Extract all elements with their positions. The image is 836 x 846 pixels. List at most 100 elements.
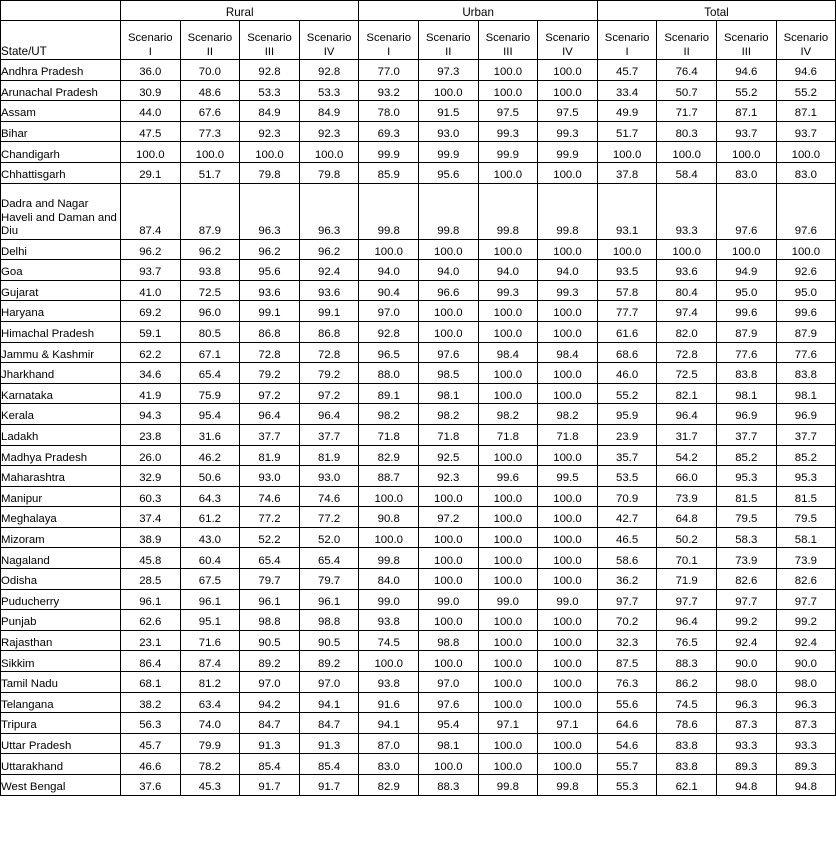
state-name-cell: Haryana (0, 300, 121, 322)
value-cell: 99.5 (537, 465, 598, 487)
value-cell: 100.0 (477, 382, 539, 405)
value-cell: 78.6 (656, 712, 717, 734)
value-cell: 99.0 (358, 588, 419, 611)
value-cell: 100.0 (715, 238, 777, 261)
scenario-word: Scenario (426, 32, 471, 45)
value-cell: 91.6 (358, 691, 419, 714)
value-cell: 99.6 (477, 465, 539, 487)
value-cell: 82.6 (715, 568, 777, 590)
value-cell: 96.1 (298, 588, 360, 611)
value-cell: 99.8 (418, 182, 479, 240)
value-cell: 99.8 (477, 182, 539, 240)
value-cell: 92.5 (418, 444, 479, 467)
value-cell: 33.4 (596, 79, 658, 102)
value-cell: 54.2 (656, 444, 717, 467)
value-cell: 98.0 (715, 671, 777, 693)
value-cell: 92.4 (715, 629, 777, 652)
value-cell: 100.0 (477, 650, 539, 673)
value-cell: 88.3 (656, 650, 717, 673)
value-cell: 87.9 (715, 320, 777, 343)
value-cell: 96.1 (179, 588, 241, 611)
value-cell: 97.2 (239, 382, 300, 405)
scenario-word: Scenario (366, 32, 411, 45)
scenario-numeral: IV (800, 45, 812, 58)
value-cell: 83.0 (358, 753, 419, 775)
value-cell: 100.0 (239, 141, 300, 163)
value-cell: 99.6 (715, 300, 777, 322)
state-name-cell: Manipur (0, 485, 121, 508)
table-row: Goa 93.7 93.8 95.6 92.4 94.0 94.0 94.0 94.0 93.5 9… (0, 259, 836, 281)
value-cell: 100.0 (656, 141, 717, 163)
value-cell: 83.0 (775, 161, 836, 184)
value-cell: 87.5 (596, 650, 658, 673)
value-cell: 99.0 (537, 588, 598, 611)
value-cell: 64.3 (179, 485, 241, 508)
value-cell: 100.0 (596, 238, 658, 261)
value-cell: 74.0 (179, 712, 241, 734)
value-cell: 99.0 (418, 588, 479, 611)
value-cell: 100.0 (537, 753, 598, 775)
value-cell: 46.0 (596, 362, 658, 384)
value-cell: 96.4 (239, 403, 300, 425)
value-cell: 98.4 (477, 341, 539, 364)
value-cell: 88.7 (358, 465, 419, 487)
value-cell: 57.8 (596, 279, 658, 302)
value-cell: 96.4 (298, 403, 360, 425)
value-cell: 97.6 (715, 182, 777, 240)
group-header-urban: Urban (358, 0, 598, 21)
value-cell: 23.9 (596, 423, 658, 446)
value-cell: 43.0 (179, 526, 241, 549)
value-cell: 62.6 (120, 609, 181, 631)
value-cell: 26.0 (120, 444, 181, 467)
header-row-groups: Rural Urban Total (0, 0, 836, 21)
header-urban-scenario-2: Scenario II (418, 20, 479, 60)
value-cell: 100.0 (537, 506, 598, 528)
value-cell: 55.2 (715, 79, 777, 102)
value-cell: 100.0 (477, 161, 539, 184)
value-cell: 52.2 (239, 526, 300, 549)
value-cell: 100.0 (537, 59, 598, 81)
value-cell: 58.6 (596, 547, 658, 570)
value-cell: 69.3 (358, 120, 419, 143)
value-cell: 100.0 (656, 238, 717, 261)
value-cell: 83.8 (656, 732, 717, 755)
value-cell: 87.4 (120, 182, 181, 240)
state-name-cell: Madhya Pradesh (0, 444, 121, 467)
value-cell: 67.6 (179, 100, 241, 122)
header-total-scenario-1: Scenario I (596, 20, 658, 60)
value-cell: 100.0 (477, 671, 539, 693)
value-cell: 93.8 (179, 259, 241, 281)
value-cell: 84.0 (358, 568, 419, 590)
value-cell: 67.1 (179, 341, 241, 364)
value-cell: 45.7 (596, 59, 658, 81)
value-cell: 100.0 (537, 79, 598, 102)
value-cell: 95.6 (418, 161, 479, 184)
state-name-cell: Bihar (0, 120, 121, 143)
table-body: Andhra Pradesh 36.0 70.0 92.8 92.8 77.0 97.3 10… (0, 59, 836, 796)
value-cell: 81.9 (298, 444, 360, 467)
header-rural-scenario-2: Scenario II (179, 20, 241, 60)
value-cell: 49.9 (596, 100, 658, 122)
value-cell: 99.8 (477, 774, 539, 796)
value-cell: 68.1 (120, 671, 181, 693)
value-cell: 80.4 (656, 279, 717, 302)
value-cell: 93.3 (715, 732, 777, 755)
value-cell: 64.6 (596, 712, 658, 734)
value-cell: 44.0 (120, 100, 181, 122)
scenario-numeral: III (741, 45, 751, 58)
value-cell: 87.3 (715, 712, 777, 734)
table-row: Gujarat 41.0 72.5 93.6 93.6 90.4 96.6 99.3 99.3 5… (0, 279, 836, 302)
value-cell: 85.4 (239, 753, 300, 775)
value-cell: 96.6 (418, 279, 479, 302)
value-cell: 79.7 (239, 568, 300, 590)
value-cell: 100.0 (537, 382, 598, 405)
value-cell: 97.0 (418, 671, 479, 693)
value-cell: 100.0 (120, 141, 181, 163)
value-cell: 98.8 (298, 609, 360, 631)
header-row-scenarios: State/UT Scenario I Scenario II Scenario… (0, 20, 836, 60)
value-cell: 99.3 (477, 279, 539, 302)
value-cell: 71.9 (656, 568, 717, 590)
state-name-cell: Rajasthan (0, 629, 121, 652)
value-cell: 89.2 (298, 650, 360, 673)
value-cell: 88.0 (358, 362, 419, 384)
